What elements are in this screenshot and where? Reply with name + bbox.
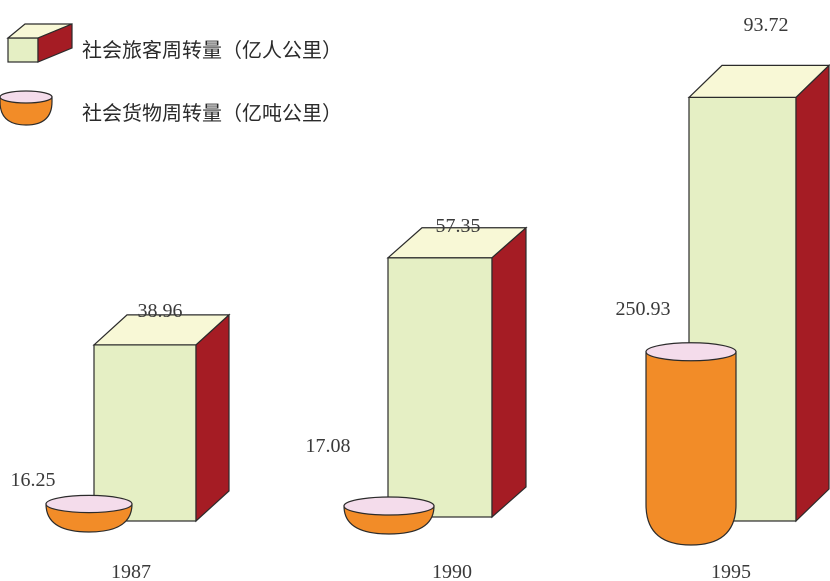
legend-cup-rim — [0, 90, 53, 104]
freight-bar-1995-rim — [645, 342, 737, 362]
freight-value-label-1990: 17.08 — [306, 435, 351, 457]
freight-bar-1995 — [645, 342, 737, 546]
legend-box-side — [37, 23, 73, 63]
passenger-bar-1990 — [386, 226, 528, 519]
legend-box-front — [7, 37, 39, 63]
passenger-value-label-1990: 57.35 — [436, 215, 481, 237]
legend-cup — [0, 90, 53, 126]
passenger-bar-1987 — [92, 313, 231, 523]
passenger-value-label-1987: 38.96 — [138, 300, 183, 322]
passenger-bar-1990-side — [491, 226, 527, 519]
freight-value-label-1995: 250.93 — [616, 298, 671, 320]
freight-bar-1995-body — [645, 351, 737, 546]
category-label-1987: 1987 — [111, 561, 151, 581]
legend-passenger-label: 社会旅客周转量（亿人公里） — [82, 38, 342, 62]
legend-cup-body — [0, 96, 53, 126]
passenger-value-label-1995: 93.72 — [744, 14, 789, 36]
chart-marks — [45, 63, 830, 546]
freight-bar-1990-rim — [343, 496, 435, 516]
passenger-bar-1990-front — [387, 257, 493, 518]
freight-value-label-1987: 16.25 — [11, 469, 56, 491]
freight-bar-1987-rim — [45, 494, 133, 514]
freight-bar-1987 — [45, 494, 133, 533]
category-label-1990: 1990 — [432, 561, 472, 581]
passenger-bar-1995-side — [795, 63, 830, 523]
legend-freight-swatch — [0, 90, 53, 126]
legend-freight-label: 社会货物周转量（亿吨公里） — [82, 101, 342, 125]
passenger-bar-1987-side — [195, 313, 230, 523]
passenger-bar-1987-front — [93, 344, 197, 522]
freight-bar-1990 — [343, 496, 435, 535]
legend: 社会旅客周转量（亿人公里） 社会货物周转量（亿吨公里） — [0, 23, 342, 126]
category-label-1995: 1995 — [711, 561, 751, 581]
legend-passenger-swatch — [6, 23, 73, 63]
